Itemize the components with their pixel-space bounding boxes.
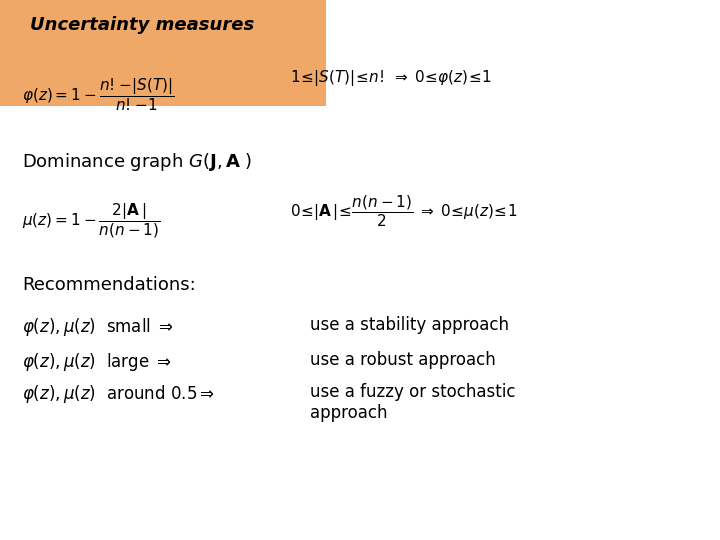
Text: $\varphi(z)=1-\dfrac{n!\!-\!|S(T)|}{n!\!-\!1}$: $\varphi(z)=1-\dfrac{n!\!-\!|S(T)|}{n!\!… xyxy=(22,76,175,113)
Text: 56: 56 xyxy=(683,509,702,523)
Text: use a fuzzy or stochastic
approach: use a fuzzy or stochastic approach xyxy=(310,383,516,422)
Text: use a robust approach: use a robust approach xyxy=(310,352,496,369)
Text: $\varphi(z),\mu(z)$  large $\Rightarrow$: $\varphi(z),\mu(z)$ large $\Rightarrow$ xyxy=(22,352,172,373)
Text: $0\!\leq\!|\mathbf{A}\,|\!\leq\!\dfrac{n(n-1)}{2}\;\Rightarrow\; 0\!\leq\!\mu(z): $0\!\leq\!|\mathbf{A}\,|\!\leq\!\dfrac{n… xyxy=(290,193,518,229)
Text: $1\!\leq\!|S(T)|\!\leq\! n!\;\Rightarrow\; 0\!\leq\!\varphi(z)\!\leq\!1$: $1\!\leq\!|S(T)|\!\leq\! n!\;\Rightarrow… xyxy=(290,68,492,88)
Text: PMS 2012  |  Leuven/Belgium  |  April 1 – 4, 2012: PMS 2012 | Leuven/Belgium | April 1 – 4,… xyxy=(29,509,408,523)
Text: use a stability approach: use a stability approach xyxy=(310,316,509,334)
Text: $\varphi(z),\mu(z)$  around $0.5\Rightarrow$: $\varphi(z),\mu(z)$ around $0.5\Rightarr… xyxy=(22,383,215,406)
Text: Dominance graph $G(\mathbf{J},\mathbf{A}\;)$: Dominance graph $G(\mathbf{J},\mathbf{A}… xyxy=(22,151,251,173)
Text: $\varphi(z),\mu(z)$  small $\Rightarrow$: $\varphi(z),\mu(z)$ small $\Rightarrow$ xyxy=(22,316,174,338)
Text: Uncertainty measures: Uncertainty measures xyxy=(30,16,254,34)
Text: $\mu(z)=1-\dfrac{2|\mathbf{A}\,|}{n(n-1)}$: $\mu(z)=1-\dfrac{2|\mathbf{A}\,|}{n(n-1)… xyxy=(22,201,161,240)
Text: Recommendations:: Recommendations: xyxy=(22,276,196,294)
